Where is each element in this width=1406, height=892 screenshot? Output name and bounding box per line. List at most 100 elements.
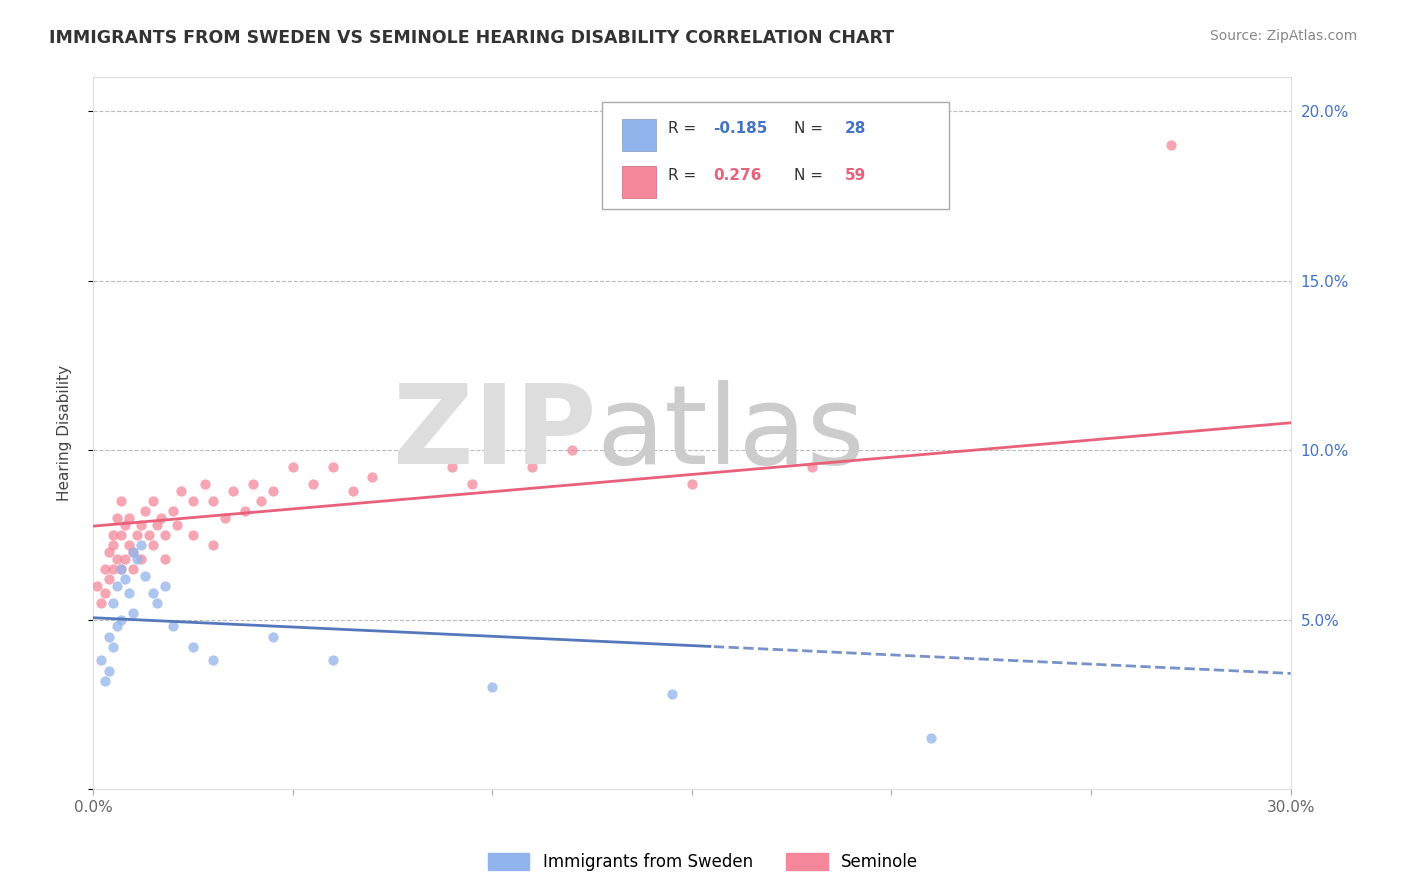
Text: R =: R = <box>668 169 702 183</box>
Point <box>181 640 204 654</box>
Point <box>110 562 132 576</box>
Point <box>461 477 484 491</box>
Point <box>125 528 148 542</box>
Text: R =: R = <box>668 121 702 136</box>
Point <box>114 551 136 566</box>
Point <box>138 528 160 542</box>
Point <box>441 460 464 475</box>
Point <box>214 511 236 525</box>
Point <box>98 630 121 644</box>
FancyBboxPatch shape <box>623 119 657 151</box>
Point <box>281 460 304 475</box>
Point <box>170 483 193 498</box>
Point <box>98 545 121 559</box>
Point <box>142 538 165 552</box>
Text: N =: N = <box>793 121 828 136</box>
Point <box>322 653 344 667</box>
Point <box>94 673 117 688</box>
Point <box>233 504 256 518</box>
Point <box>110 562 132 576</box>
Point <box>262 483 284 498</box>
Point <box>90 653 112 667</box>
Point <box>166 517 188 532</box>
Point <box>90 596 112 610</box>
Y-axis label: Hearing Disability: Hearing Disability <box>58 365 72 501</box>
Point <box>522 460 544 475</box>
Point <box>181 494 204 508</box>
Legend: Immigrants from Sweden, Seminole: Immigrants from Sweden, Seminole <box>479 845 927 880</box>
Point <box>322 460 344 475</box>
Point <box>122 606 145 620</box>
Point <box>153 551 176 566</box>
Point <box>105 579 128 593</box>
Point <box>481 681 503 695</box>
Point <box>201 538 224 552</box>
Point <box>118 538 141 552</box>
Text: 59: 59 <box>845 169 866 183</box>
Point <box>361 470 384 484</box>
Point <box>114 517 136 532</box>
Point <box>162 504 184 518</box>
Point <box>101 640 124 654</box>
Text: -0.185: -0.185 <box>713 121 768 136</box>
Point <box>201 653 224 667</box>
Text: 0.276: 0.276 <box>713 169 762 183</box>
Point <box>110 494 132 508</box>
Point <box>134 568 156 582</box>
Point <box>105 511 128 525</box>
Point <box>681 477 703 491</box>
Point <box>162 619 184 633</box>
Point <box>122 545 145 559</box>
Point <box>98 572 121 586</box>
Point <box>105 551 128 566</box>
Point <box>118 511 141 525</box>
Point <box>342 483 364 498</box>
Point <box>94 562 117 576</box>
FancyBboxPatch shape <box>623 166 657 197</box>
Point <box>101 562 124 576</box>
Point <box>201 494 224 508</box>
Point <box>800 460 823 475</box>
Point <box>105 619 128 633</box>
Point <box>142 585 165 599</box>
Point <box>661 687 683 701</box>
Point <box>194 477 217 491</box>
Point <box>146 517 169 532</box>
Point <box>242 477 264 491</box>
Point <box>129 517 152 532</box>
FancyBboxPatch shape <box>602 103 949 209</box>
Point <box>153 579 176 593</box>
Point <box>481 450 503 464</box>
Text: 28: 28 <box>845 121 866 136</box>
Point <box>101 538 124 552</box>
Point <box>122 562 145 576</box>
Point <box>86 579 108 593</box>
Text: IMMIGRANTS FROM SWEDEN VS SEMINOLE HEARING DISABILITY CORRELATION CHART: IMMIGRANTS FROM SWEDEN VS SEMINOLE HEARI… <box>49 29 894 46</box>
Point <box>122 545 145 559</box>
Point <box>134 504 156 518</box>
Point <box>146 596 169 610</box>
Point <box>101 596 124 610</box>
Point <box>125 551 148 566</box>
Point <box>118 585 141 599</box>
Point <box>94 585 117 599</box>
Point <box>561 443 583 458</box>
Point <box>153 528 176 542</box>
Point <box>142 494 165 508</box>
Point <box>129 538 152 552</box>
Point <box>301 477 323 491</box>
Point <box>222 483 245 498</box>
Text: atlas: atlas <box>596 380 865 487</box>
Point <box>1160 138 1182 153</box>
Point <box>181 528 204 542</box>
Text: ZIP: ZIP <box>392 380 596 487</box>
Point <box>98 664 121 678</box>
Point <box>249 494 271 508</box>
Point <box>149 511 172 525</box>
Point <box>401 450 423 464</box>
Point <box>110 613 132 627</box>
Point <box>262 630 284 644</box>
Point <box>920 731 942 746</box>
Point <box>110 528 132 542</box>
Point <box>129 551 152 566</box>
